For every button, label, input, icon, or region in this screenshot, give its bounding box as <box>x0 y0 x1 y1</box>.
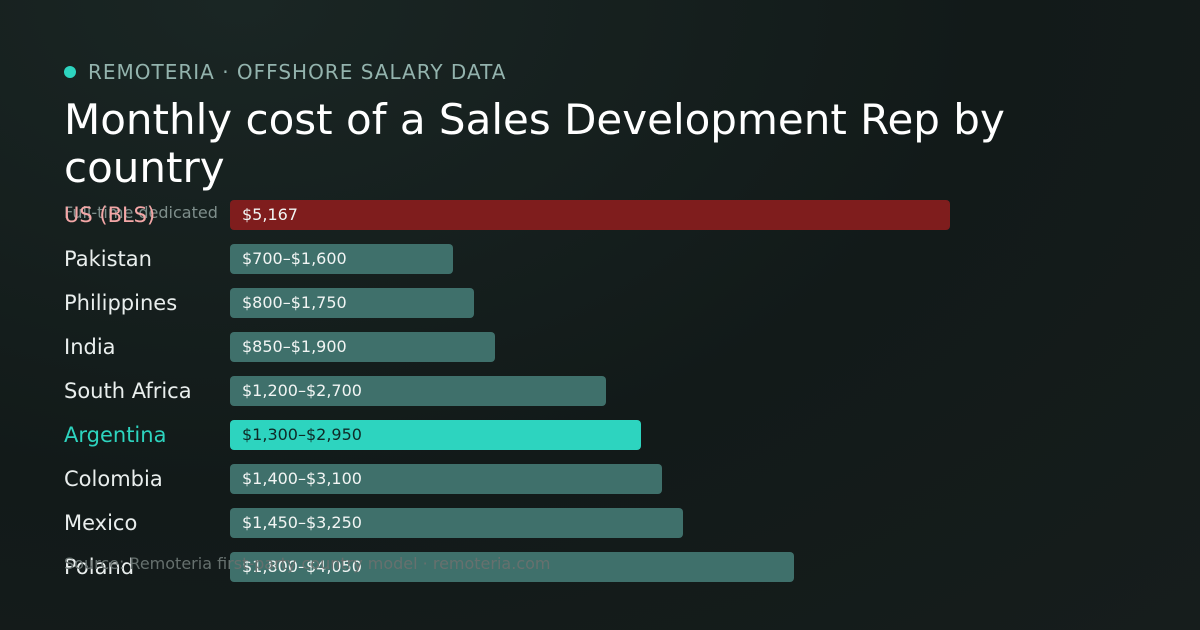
category-label: South Africa <box>64 379 192 403</box>
value-label: $1,800–$4,050 <box>242 557 362 576</box>
bar-row-colombia: Colombia $1,400–$3,100 <box>0 464 1200 494</box>
bar-row-us-bls: US (BLS) $5,167 <box>0 200 1200 230</box>
value-label: $700–$1,600 <box>242 249 347 268</box>
bar-row-india: India $850–$1,900 <box>0 332 1200 362</box>
bar <box>230 200 950 230</box>
value-label: $1,400–$3,100 <box>242 469 362 488</box>
value-label: $1,200–$2,700 <box>242 381 362 400</box>
source-note: Source: Remoteria first-party country mo… <box>64 554 551 573</box>
bar <box>230 464 662 494</box>
category-label: India <box>64 335 116 359</box>
value-label: $800–$1,750 <box>242 293 347 312</box>
value-label: $1,300–$2,950 <box>242 425 362 444</box>
bar <box>230 420 642 450</box>
brand-row: REMOTERIA · OFFSHORE SALARY DATA <box>64 60 506 84</box>
bar <box>230 376 607 406</box>
brand-text: REMOTERIA · OFFSHORE SALARY DATA <box>88 60 507 84</box>
chart-title: Monthly cost of a Sales Development Rep … <box>64 95 1005 192</box>
category-label: Colombia <box>64 467 163 491</box>
category-label: Pakistan <box>64 247 152 271</box>
bar-row-mexico: Mexico $1,450–$3,250 <box>0 508 1200 538</box>
category-label: Poland <box>64 555 135 579</box>
bar <box>230 508 683 538</box>
category-label: Mexico <box>64 511 138 535</box>
bar <box>230 288 474 318</box>
bar-row-south-africa: South Africa $1,200–$2,700 <box>0 376 1200 406</box>
category-label: Argentina <box>64 423 167 447</box>
value-label: $1,450–$3,250 <box>242 513 362 532</box>
value-label: $850–$1,900 <box>242 337 347 356</box>
bar-row-philippines: Philippines $800–$1,750 <box>0 288 1200 318</box>
chart-subtitle: Full-time dedicated <box>64 203 218 222</box>
category-label: Philippines <box>64 291 178 315</box>
bar-row-poland: Poland $1,800–$4,050 <box>0 552 1200 582</box>
bar <box>230 332 495 362</box>
bar <box>230 244 453 274</box>
category-label: US (BLS) <box>64 203 156 227</box>
bar <box>230 552 795 582</box>
value-label: $5,167 <box>242 205 298 224</box>
brand-dot-icon <box>64 66 76 78</box>
bar-row-argentina: Argentina $1,300–$2,950 <box>0 420 1200 450</box>
bar-row-pakistan: Pakistan $700–$1,600 <box>0 244 1200 274</box>
